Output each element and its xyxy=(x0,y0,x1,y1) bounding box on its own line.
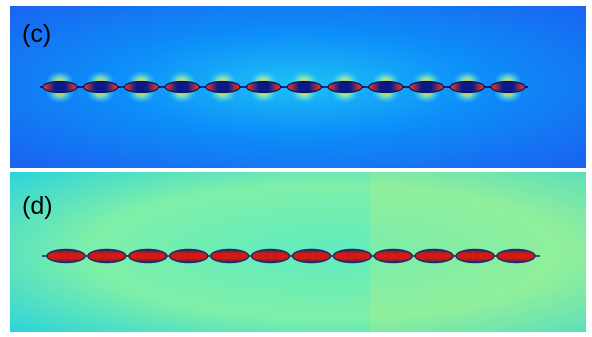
particle-chain-d xyxy=(42,248,540,264)
particle-c xyxy=(408,80,445,94)
particle-d xyxy=(250,248,291,264)
particle-c xyxy=(327,80,363,94)
particle-d xyxy=(496,248,536,264)
particle-d xyxy=(414,248,454,264)
field-map-panel-d: (d) xyxy=(10,172,586,332)
particle-d xyxy=(373,248,413,264)
particle-c xyxy=(123,80,160,94)
particle-c xyxy=(246,80,282,94)
particle-c xyxy=(449,80,485,94)
particle-c xyxy=(368,80,404,94)
particle-c xyxy=(42,80,78,94)
field-map-d xyxy=(10,172,586,332)
field-map-panel-c: (c) xyxy=(10,6,586,168)
particle-d xyxy=(209,248,250,264)
particle-c xyxy=(164,80,200,94)
particle-d xyxy=(291,248,332,264)
particle-d xyxy=(87,248,127,264)
particle-d xyxy=(128,248,168,264)
particle-d xyxy=(169,248,209,264)
particle-d xyxy=(332,248,373,264)
particle-c xyxy=(490,80,526,94)
particle-d xyxy=(455,248,495,264)
particle-chain-c xyxy=(40,71,528,103)
panel-label-c: (c) xyxy=(22,20,52,48)
particle-c xyxy=(83,80,119,94)
field-map-c xyxy=(10,6,586,168)
particle-c xyxy=(205,80,241,94)
panel-label-d: (d) xyxy=(22,192,53,220)
particle-d xyxy=(46,248,86,264)
particle-c xyxy=(286,80,322,94)
